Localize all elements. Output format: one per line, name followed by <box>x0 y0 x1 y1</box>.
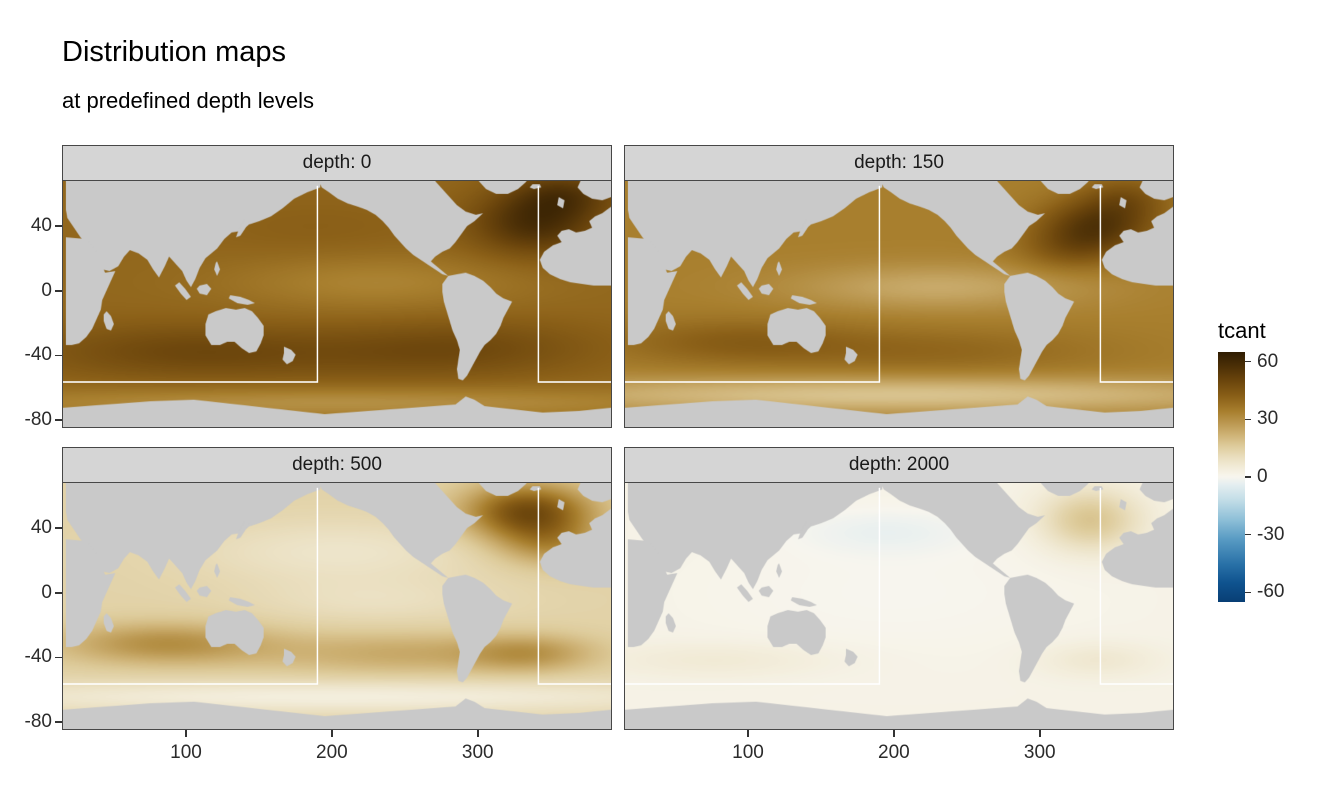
y-axis-tick-label: -80 <box>24 408 52 430</box>
legend-tick <box>1245 533 1251 536</box>
map-canvas-depth-150 <box>625 180 1173 427</box>
facet-strip: depth: 500 <box>62 447 612 483</box>
legend-tick-label: 60 <box>1257 350 1279 372</box>
map-area <box>62 481 612 730</box>
y-axis-tick-label: 40 <box>30 215 52 237</box>
x-axis-tick-label: 200 <box>316 742 348 763</box>
legend-tick <box>1245 591 1251 594</box>
legend-title: tcant <box>1218 318 1266 343</box>
y-axis-tick-label: -40 <box>24 344 52 366</box>
legend-tick-label: -30 <box>1257 523 1285 545</box>
facet-panel-depth-0: depth: 0 <box>62 145 612 428</box>
x-axis-tick <box>185 730 187 737</box>
x-axis-tick-label: 300 <box>461 742 494 763</box>
y-axis-tick <box>55 354 62 357</box>
legend-colorbar <box>1218 352 1245 602</box>
x-axis-tick-label: 300 <box>1023 742 1056 763</box>
map-canvas-depth-500 <box>63 482 611 729</box>
y-axis-tick <box>55 225 62 227</box>
facet-strip: depth: 2000 <box>624 447 1174 483</box>
facet-strip-label: depth: 150 <box>854 152 944 173</box>
y-axis-tick-label: 0 <box>41 581 52 603</box>
y-axis-tick <box>55 290 62 292</box>
y-axis-tick <box>55 592 62 594</box>
x-axis-tick <box>893 730 895 737</box>
legend-tick-label: -60 <box>1257 581 1285 603</box>
legend-tick-label: 30 <box>1257 408 1279 430</box>
x-axis-tick <box>477 730 479 737</box>
y-axis-tick <box>55 419 62 421</box>
map-area <box>624 179 1174 428</box>
map-canvas-depth-0 <box>63 180 611 427</box>
y-axis-tick-label: 40 <box>30 517 52 539</box>
x-axis-tick <box>331 730 333 737</box>
legend-tick <box>1245 476 1251 478</box>
x-axis-tick-label: 200 <box>878 742 910 763</box>
facet-strip-label: depth: 500 <box>292 454 382 475</box>
map-area <box>62 179 612 428</box>
map-canvas-depth-2000 <box>625 482 1173 729</box>
legend-tick <box>1245 418 1251 421</box>
y-axis-tick-label: 0 <box>41 279 52 301</box>
x-axis-tick-label: 100 <box>170 742 202 763</box>
legend-tick-label: 0 <box>1257 466 1268 487</box>
map-area <box>624 481 1174 730</box>
y-axis-tick-label: -80 <box>24 710 52 732</box>
y-axis-tick <box>55 721 62 723</box>
facet-strip: depth: 0 <box>62 145 612 181</box>
x-axis-tick <box>1039 730 1041 737</box>
x-axis-tick-label: 100 <box>732 742 764 763</box>
chart-subtitle: at predefined depth levels <box>62 88 314 113</box>
chart-title: Distribution maps <box>62 36 287 68</box>
facet-strip-label: depth: 2000 <box>848 454 950 475</box>
facet-panel-depth-2000: depth: 2000 <box>624 447 1174 730</box>
y-axis-tick <box>55 527 62 529</box>
facet-panel-depth-500: depth: 500 <box>62 447 612 730</box>
y-axis-tick-label: -40 <box>24 646 52 668</box>
facet-strip-label: depth: 0 <box>302 152 372 173</box>
facet-panel-depth-150: depth: 150 <box>624 145 1174 428</box>
facet-strip: depth: 150 <box>624 145 1174 181</box>
legend-tick <box>1245 360 1251 363</box>
y-axis-tick <box>55 656 62 659</box>
x-axis-tick <box>747 730 749 737</box>
